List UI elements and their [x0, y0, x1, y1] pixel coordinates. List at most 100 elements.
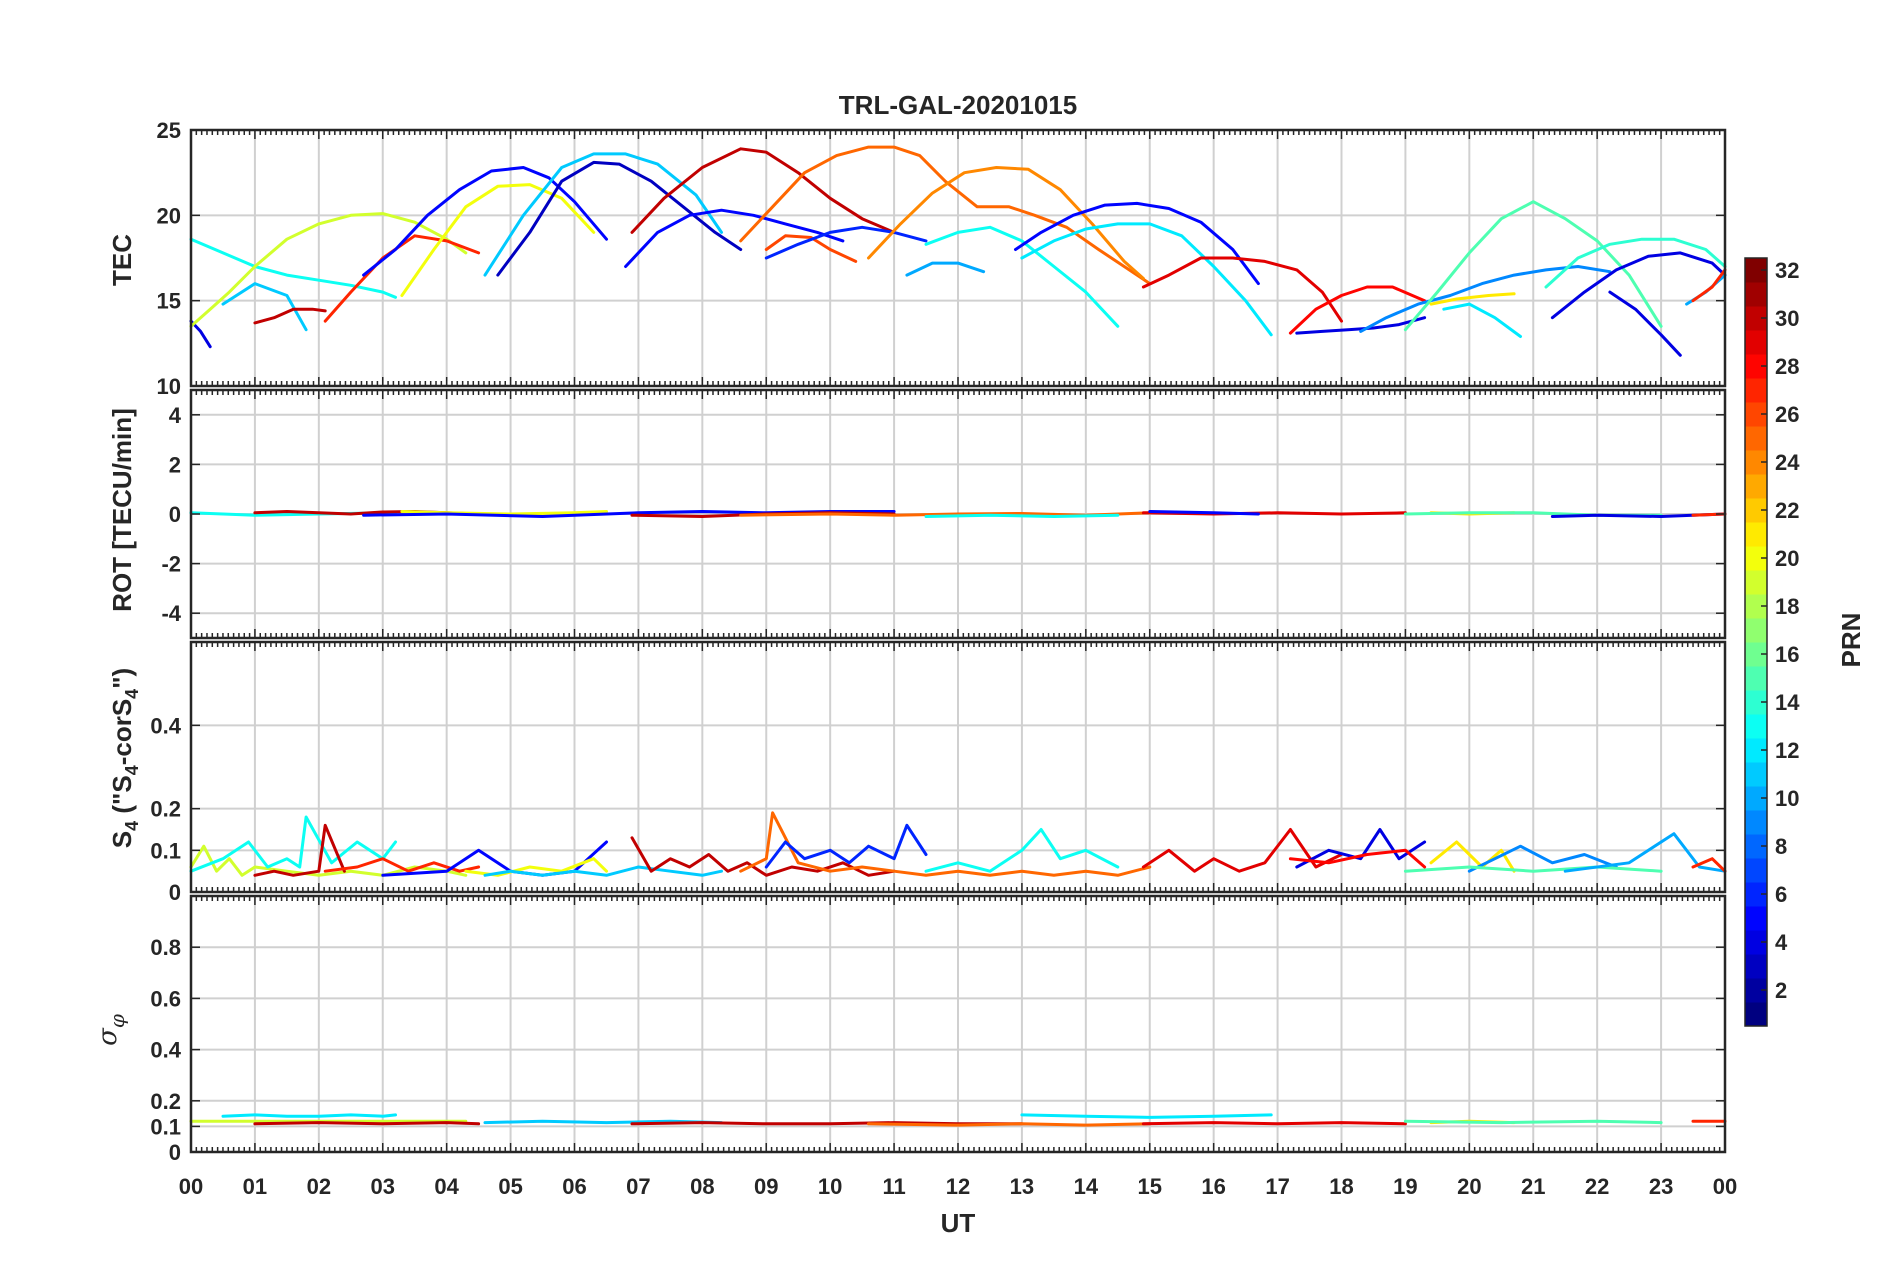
- colorbar-tick-label: 10: [1775, 786, 1799, 811]
- y-tick-label: -2: [161, 552, 181, 577]
- y-tick-label: 15: [157, 289, 181, 314]
- x-tick-label: 21: [1521, 1174, 1545, 1199]
- y-tick-label: 4: [169, 403, 182, 428]
- series-prn-5: [1148, 510, 1260, 516]
- x-tick-label: 00: [1713, 1174, 1737, 1199]
- y-axis-label-s4: S4 ("S4-corS4"): [107, 668, 142, 848]
- series-prn-30: [253, 1121, 481, 1126]
- x-tick-label: 20: [1457, 1174, 1481, 1199]
- colorbar-tick-label: 12: [1775, 738, 1799, 763]
- colorbar-segment: [1745, 690, 1767, 715]
- y-tick-label: 0: [169, 502, 181, 527]
- x-tick-label: 07: [626, 1174, 650, 1199]
- x-tick-label: 18: [1329, 1174, 1353, 1199]
- colorbar-segment: [1745, 426, 1767, 451]
- series-prn-9: [1359, 265, 1612, 333]
- y-tick-label: 0.1: [150, 1114, 181, 1139]
- colorbar-segment: [1745, 786, 1767, 811]
- series-prn-12: [1020, 222, 1273, 337]
- series-prn-19: [189, 212, 468, 328]
- series-prn-10: [1563, 832, 1727, 873]
- series-prn-15: [1403, 1119, 1663, 1125]
- series-prn-5: [362, 166, 608, 277]
- y-tick-label: 0.1: [150, 838, 181, 863]
- colorbar-segment: [1745, 618, 1767, 643]
- x-tick-label: 08: [690, 1174, 714, 1199]
- colorbar-tick-label: 26: [1775, 402, 1799, 427]
- series-prn-14: [1544, 237, 1727, 289]
- series-prn-26: [764, 234, 858, 263]
- series-prn-27: [323, 234, 481, 323]
- x-tick-label: 12: [946, 1174, 970, 1199]
- x-tick-label: 02: [307, 1174, 331, 1199]
- series-prn-13: [189, 237, 397, 299]
- series-prn-12: [221, 1113, 397, 1118]
- colorbar-segment: [1745, 642, 1767, 667]
- colorbar-segment: [1745, 906, 1767, 931]
- x-tick-label: 10: [818, 1174, 842, 1199]
- series-prn-19: [189, 844, 468, 877]
- x-tick-label: 00: [179, 1174, 203, 1199]
- series-prn-25: [739, 811, 1152, 877]
- colorbar-frame: [1744, 257, 1768, 1027]
- series-prn-27: [323, 857, 481, 873]
- colorbar-segment: [1745, 546, 1767, 571]
- series-prn-29: [1141, 828, 1343, 873]
- panel-sigma-phi: 00.10.2 0.4 0.6 0.8: [150, 894, 1727, 1165]
- colorbar-segment: [1745, 402, 1767, 427]
- series-prn-10: [905, 261, 986, 277]
- series-prn-25: [739, 145, 1152, 286]
- y-tick-label: 0.4: [150, 713, 181, 738]
- colorbar-segment: [1745, 666, 1767, 691]
- x-tick-label: 09: [754, 1174, 778, 1199]
- colorbar-segment: [1745, 474, 1767, 499]
- colorbar-segment: [1745, 354, 1767, 379]
- y-tick-label: 0: [169, 1140, 181, 1165]
- colorbar-segment: [1745, 522, 1767, 547]
- x-tick-label: 16: [1201, 1174, 1225, 1199]
- colorbar-tick-label: 8: [1775, 834, 1787, 859]
- x-tick-label: 06: [562, 1174, 586, 1199]
- series-prn-24: [867, 166, 1145, 280]
- series-prn-11: [483, 865, 723, 877]
- colorbar-segment: [1745, 930, 1767, 955]
- series-prn-12: [1020, 1113, 1273, 1119]
- y-tick-label: 2: [169, 452, 181, 477]
- colorbar-tick-label: 16: [1775, 642, 1799, 667]
- series-prn-20: [400, 183, 596, 297]
- colorbar-tick-label: 22: [1775, 498, 1799, 523]
- colorbar-tick-label: 6: [1775, 882, 1787, 907]
- series-prn-15: [1403, 200, 1663, 332]
- colorbar-segment: [1745, 450, 1767, 475]
- series-prn-13: [924, 828, 1120, 873]
- panel-rot: -4 -2 0 2 4: [161, 388, 1727, 640]
- series-prn-13: [924, 513, 1120, 518]
- x-tick-label: 14: [1074, 1174, 1099, 1199]
- y-axis-label-sigma-phi: σφ: [93, 1014, 129, 1046]
- colorbar-tick-label: 30: [1775, 306, 1799, 331]
- colorbar-segment: [1745, 570, 1767, 595]
- series-prn-29: [1141, 256, 1343, 323]
- colorbar-tick-label: 20: [1775, 546, 1799, 571]
- series-prn-28: [1288, 285, 1427, 335]
- colorbar-tick-label: 2: [1775, 978, 1787, 1003]
- colorbar-segment: [1745, 858, 1767, 883]
- series-prn-15: [1403, 865, 1663, 873]
- y-tick-label: 0.2: [150, 797, 181, 822]
- series-prn-4: [1608, 290, 1682, 357]
- y-axis-label-tec: TEC: [107, 234, 137, 286]
- x-axis-tick-labels: 00 01 02 03 04 05 06 07 08 09 10 11 12 13 14 15 16 17 18 19…: [179, 1174, 1737, 1199]
- colorbar-label: PRN: [1836, 613, 1866, 668]
- colorbar-tick-label: 28: [1775, 354, 1799, 379]
- x-tick-label: 11: [882, 1174, 905, 1199]
- x-tick-label: 13: [1010, 1174, 1034, 1199]
- colorbar-tick-label: 24: [1775, 450, 1800, 475]
- series-prn-30: [253, 823, 346, 877]
- series-prn-11: [483, 152, 723, 277]
- series-prn-5: [624, 208, 845, 268]
- x-tick-label: 19: [1393, 1174, 1417, 1199]
- series-prn-4: [1295, 828, 1427, 869]
- series-prn-12: [1442, 302, 1522, 338]
- colorbar-tick-label: 32: [1775, 258, 1799, 283]
